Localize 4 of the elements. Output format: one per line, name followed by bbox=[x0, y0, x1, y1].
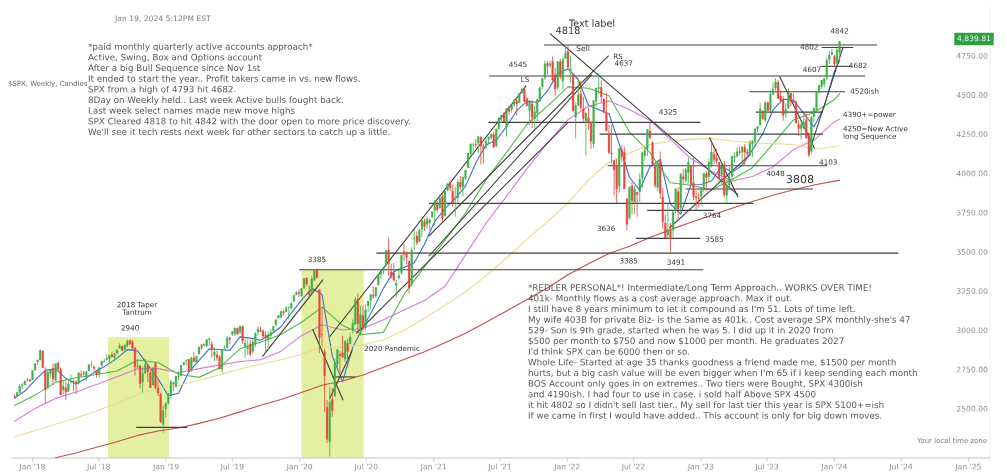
text: *paid monthly quarterly active accounts approach* Active, Swing, Box and Options account After a big Bull Sequence since Nov 1st It ended to start the year.. Profit takers came in vs. new flows. SPX from a high of 4793 hit 4682. 8Day on Weekly held.. Last week Active bulls fought back. Last week select names made new move highs SPX Cleared 4818 to hit 4842 with the door open to more price discovery. We'll see it tech rests next week for other sectors to catch up a little. bbox=[88, 43, 410, 137]
annotation: Text label bbox=[568, 19, 615, 27]
annotation: 3808 bbox=[786, 174, 814, 184]
annotation: 4818 bbox=[556, 26, 580, 34]
